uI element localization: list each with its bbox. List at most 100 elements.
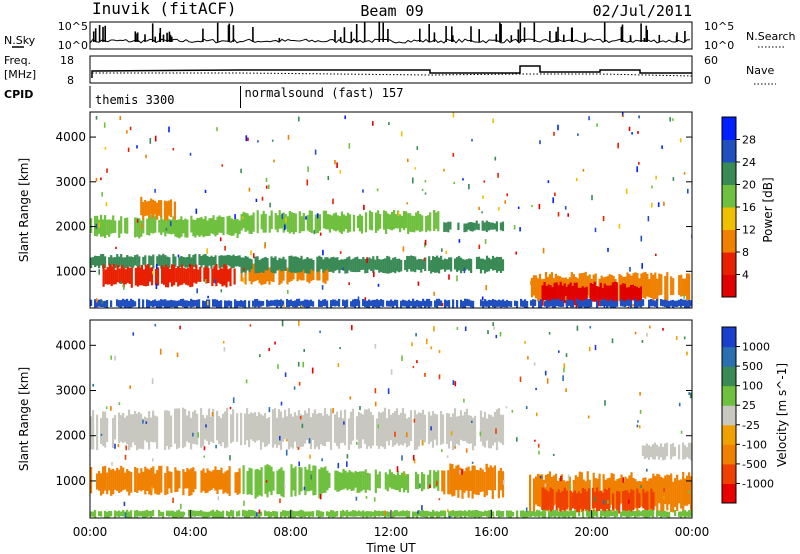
heatmap-region-2 xyxy=(90,465,241,496)
power-colorbar-tick: 12 xyxy=(742,224,756,237)
y-tick-label: 2000 xyxy=(55,429,86,443)
colorbar-segment xyxy=(722,229,736,253)
nsky-tick-top: 10^5 xyxy=(58,20,88,33)
x-tick-label: 00:00 xyxy=(73,525,108,539)
power-colorbar-tick: 4 xyxy=(742,269,749,282)
beam-title: Beam 09 xyxy=(360,2,423,20)
power-y-label: Slant Range [km] xyxy=(17,158,31,262)
velocity-colorbar-tick: -25 xyxy=(742,419,760,432)
colorbar-segment xyxy=(722,207,736,230)
cpid-panel: themis 3300 normalsound (fast) 157 xyxy=(89,86,404,108)
velocity-x-ticks: 00:00 04:00 08:00 12:00 16:00 20:00 00:00 xyxy=(73,510,710,539)
x-tick-label: 20:00 xyxy=(574,525,609,539)
power-data xyxy=(90,112,692,308)
y-tick-label: 3000 xyxy=(55,384,86,398)
freq-label-line2: [MHz] xyxy=(4,68,36,81)
colorbar-segment xyxy=(722,366,736,387)
velocity-colorbar-tick: -1000 xyxy=(742,477,774,490)
nsky-tick-bottom: 10^0 xyxy=(58,39,88,52)
nsearch-label: N.Search xyxy=(746,30,796,43)
colorbar-segment xyxy=(722,139,736,163)
freq-trace xyxy=(91,65,693,78)
velocity-colorbar: 1000 500 100 25 -25 -100 -500 -1000 xyxy=(721,326,774,504)
heatmap-region-8 xyxy=(90,509,692,518)
freq-tick-top: 18 xyxy=(60,54,74,67)
colorbar-segment xyxy=(722,483,736,504)
colorbar-segment xyxy=(722,444,736,465)
x-tick-label: 00:00 xyxy=(675,525,710,539)
colorbar-segment xyxy=(722,184,736,208)
colorbar-segment xyxy=(722,162,736,185)
cpid-label: CPID xyxy=(4,88,33,101)
heatmap-speckles xyxy=(95,112,692,308)
cpid-segment-themis: themis 3300 xyxy=(95,93,174,107)
velocity-y-label: Slant Range [km] xyxy=(17,367,31,471)
velocity-panel: 1000 2000 3000 4000 00:00 04:00 08:00 12:00 16:… xyxy=(17,319,710,554)
nsearch-tick-top: 10^5 xyxy=(704,20,734,33)
velocity-colorbar-tick: -500 xyxy=(742,458,767,471)
y-tick-label: 4000 xyxy=(55,338,86,352)
x-tick-label: 12:00 xyxy=(374,525,409,539)
colorbar-segment xyxy=(722,424,736,445)
x-tick-label: 16:00 xyxy=(474,525,509,539)
colorbar-segment xyxy=(722,252,736,275)
heatmap-region-4 xyxy=(90,253,241,269)
power-colorbar-tick: 24 xyxy=(742,156,756,169)
nsky-trace xyxy=(89,22,691,44)
heatmap-region-5 xyxy=(441,463,505,499)
heatmap-region-7 xyxy=(240,255,505,274)
colorbar-segment xyxy=(722,385,736,406)
power-colorbar-tick: 16 xyxy=(742,201,756,214)
freq-tick-bottom: 8 xyxy=(67,74,74,87)
power-colorbar-label: Power [dB] xyxy=(761,177,775,242)
x-tick-label: 08:00 xyxy=(273,525,308,539)
y-tick-label: 2000 xyxy=(55,220,86,234)
power-y-ticks: 1000 2000 3000 4000 xyxy=(55,130,692,278)
heatmap-speckles xyxy=(92,320,692,518)
colorbar-segment xyxy=(722,274,736,298)
colorbar-segment xyxy=(722,405,736,426)
power-panel: 1000 2000 3000 4000 Slant Range [km] xyxy=(17,111,693,309)
y-tick-label: 3000 xyxy=(55,175,86,189)
freq-panel: 18 8 60 0 xyxy=(60,54,718,87)
colorbar-segment xyxy=(722,117,736,140)
power-colorbar-tick: 20 xyxy=(742,179,756,192)
nave-label: Nave xyxy=(746,64,774,77)
heatmap-region-9 xyxy=(541,281,642,307)
heatmap-region-4 xyxy=(328,468,440,494)
power-colorbar: 4 8 12 16 20 24 28 xyxy=(721,116,756,298)
velocity-data xyxy=(90,320,692,518)
y-tick-label: 1000 xyxy=(55,474,86,488)
y-tick-label: 1000 xyxy=(55,264,86,278)
freq-label-line1: Freq. xyxy=(4,54,31,67)
heatmap-region-2 xyxy=(240,210,440,235)
y-tick-label: 4000 xyxy=(55,130,86,144)
x-axis-label: Time UT xyxy=(365,541,416,554)
heatmap-region-0 xyxy=(90,407,505,451)
nsearch-tick-bottom: 10^0 xyxy=(704,39,734,52)
velocity-colorbar-tick: -100 xyxy=(742,438,767,451)
nave-tick-bottom: 0 xyxy=(704,74,711,87)
velocity-colorbar-tick: 500 xyxy=(742,360,763,373)
date-title: 02/Jul/2011 xyxy=(593,2,692,20)
heatmap-region-1 xyxy=(641,442,692,461)
cpid-segment-normalsound: normalsound (fast) 157 xyxy=(245,86,404,100)
heatmap-region-5 xyxy=(102,263,236,288)
velocity-colorbar-tick: 100 xyxy=(742,380,763,393)
nave-tick-top: 60 xyxy=(704,54,718,67)
heatmap-region-10 xyxy=(90,298,692,308)
heatmap-region-7 xyxy=(541,487,655,514)
nsky-label: N.Sky xyxy=(4,34,36,47)
heatmap-region-3 xyxy=(242,464,329,499)
heatmap-region-1 xyxy=(140,196,176,221)
nsky-panel: 10^5 10^0 10^5 10^0 xyxy=(58,20,734,52)
colorbar-segment xyxy=(722,463,736,484)
velocity-colorbar-tick: 25 xyxy=(742,399,756,412)
velocity-colorbar-label: Velocity [m s^-1] xyxy=(775,363,789,467)
velocity-colorbar-tick: 1000 xyxy=(742,341,770,354)
velocity-y-ticks: 1000 2000 3000 4000 xyxy=(55,338,692,488)
power-colorbar-tick: 28 xyxy=(742,134,756,147)
x-tick-label: 04:00 xyxy=(173,525,208,539)
power-colorbar-tick: 8 xyxy=(742,246,749,259)
